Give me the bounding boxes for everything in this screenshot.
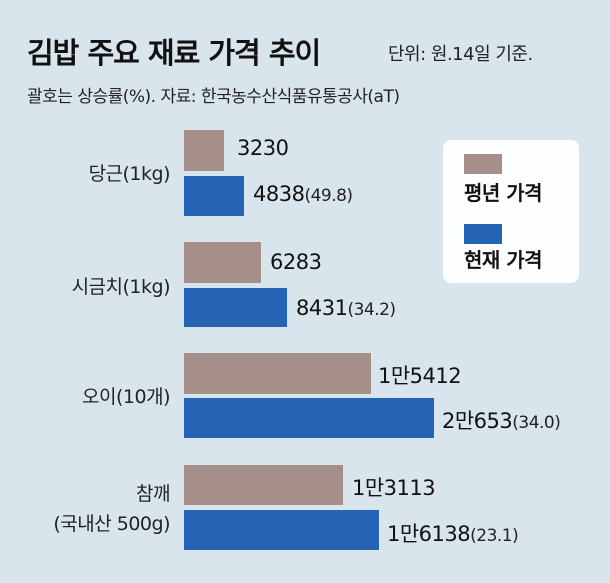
bar-average-sesame [184, 465, 343, 505]
value-current-carrot: 4838(49.8) [253, 182, 353, 206]
change-percent: (34.2) [347, 300, 396, 320]
value-current-spinach: 8431(34.2) [296, 296, 396, 320]
unit-note: 단위: 원.14일 기준. [388, 44, 533, 65]
category-text: 당근(1kg) [88, 163, 171, 185]
legend: 평년 가격 현재 가격 [443, 140, 579, 283]
bar-average-cucumber [184, 353, 371, 394]
current-value: 8431 [296, 296, 348, 320]
bar-average-spinach [184, 242, 261, 283]
legend-swatch-current [464, 224, 502, 244]
bar-current-sesame [184, 510, 379, 550]
category-text: 참깨 [136, 483, 170, 505]
category-label-sesame: 참깨 (국내산 500g) [53, 482, 170, 536]
value-current-cucumber: 2만653(34.0) [442, 405, 561, 435]
bar-current-cucumber [184, 398, 434, 438]
chart-title: 김밥 주요 재료 가격 추이 [27, 36, 321, 70]
category-label-cucumber: 오이(10개) [82, 385, 170, 409]
legend-label-current: 현재 가격 [464, 248, 543, 272]
current-value: 1만6138 [387, 522, 471, 546]
category-label-spinach: 시금치(1kg) [71, 275, 171, 299]
category-label-carrot: 당근(1kg) [88, 162, 171, 186]
change-percent: (49.8) [304, 186, 353, 206]
change-percent: (34.0) [512, 413, 561, 433]
bar-average-carrot [184, 130, 224, 171]
legend-swatch-average [464, 154, 502, 174]
bar-current-carrot [184, 176, 244, 216]
value-average-spinach: 6283 [270, 250, 322, 274]
current-value: 4838 [253, 182, 305, 206]
category-text-line2: (국내산 500g) [53, 513, 170, 535]
value-average-sesame: 1만3113 [352, 476, 436, 500]
chart-subtitle: 괄호는 상승률(%). 자료: 한국농수산식품유통공사(aT) [27, 87, 400, 107]
category-text: 시금치(1kg) [71, 276, 171, 298]
change-percent: (23.1) [470, 526, 519, 546]
value-current-sesame: 1만6138(23.1) [387, 518, 519, 548]
value-average-cucumber: 1만5412 [378, 364, 462, 388]
bar-current-spinach [184, 288, 287, 327]
category-text: 오이(10개) [82, 386, 170, 408]
value-average-carrot: 3230 [237, 136, 289, 160]
legend-label-average: 평년 가격 [464, 181, 543, 205]
current-value: 2만653 [442, 409, 513, 433]
